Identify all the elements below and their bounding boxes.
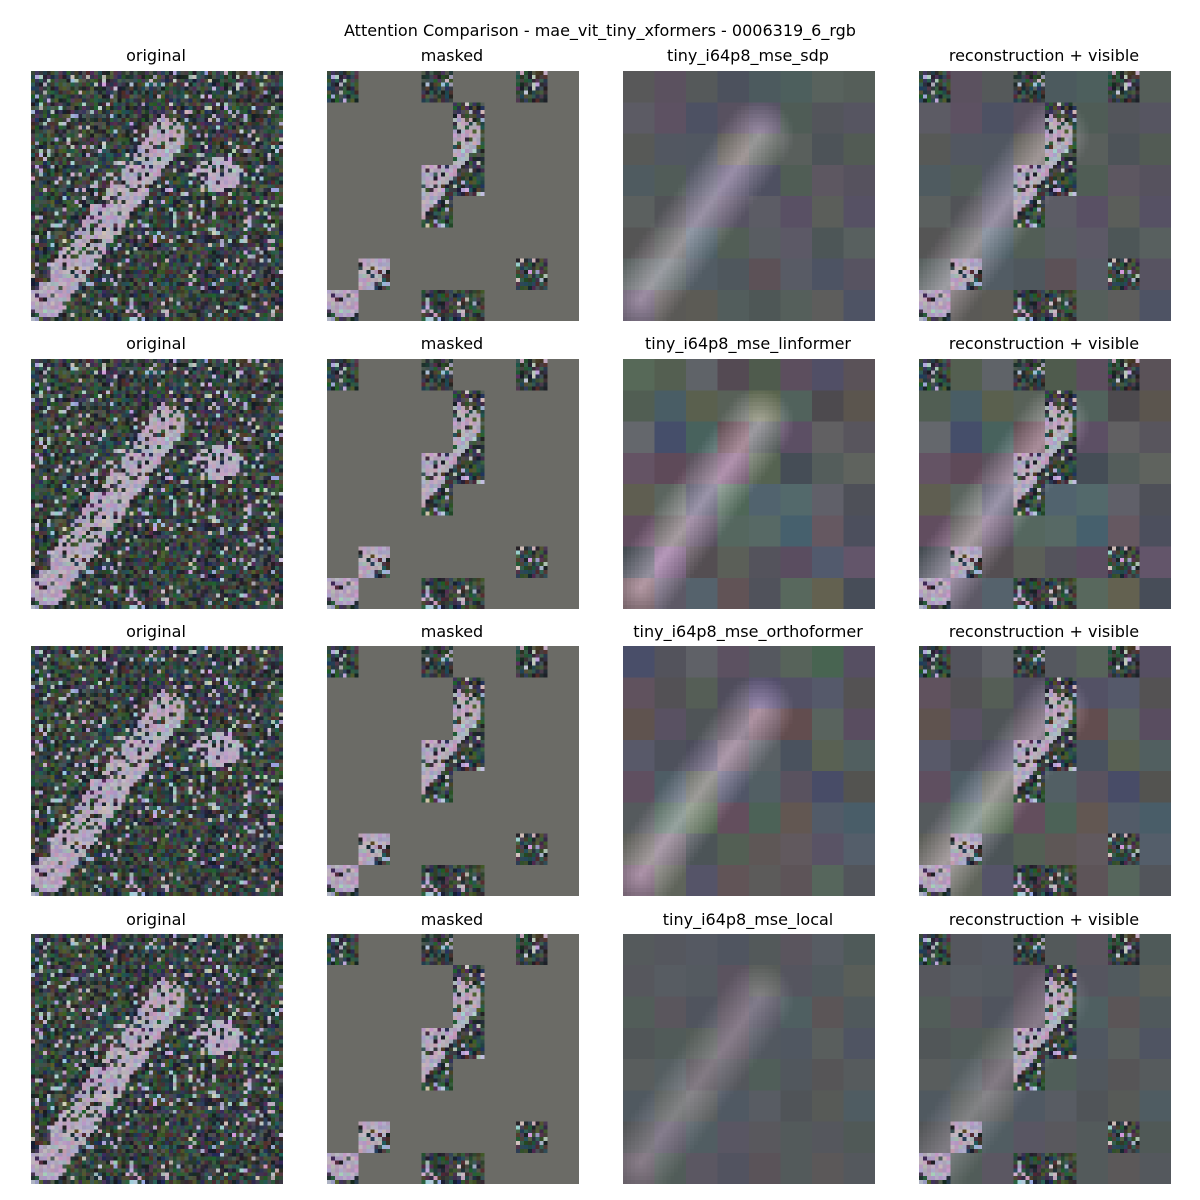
reconstruction-image-row3: [623, 646, 875, 896]
reconstruction-image-row4: [623, 934, 875, 1184]
masked-image-row3: [327, 646, 579, 896]
original-image-row1: [31, 71, 283, 321]
figure-title: Attention Comparison - mae_vit_tiny_xfor…: [344, 21, 856, 40]
panel-title-masked-row4: masked: [420, 910, 484, 929]
panel-title-original-row4: original: [126, 910, 186, 929]
panel-title-reconstruction-row3: tiny_i64p8_mse_orthoformer: [633, 622, 863, 641]
original-image-row3: [31, 646, 283, 896]
panel-title-reconstruction-row4: tiny_i64p8_mse_local: [662, 910, 834, 929]
reconstruction-image-row1: [623, 71, 875, 321]
panel-title-composite-row4: reconstruction + visible: [948, 910, 1140, 929]
masked-image-row1: [327, 71, 579, 321]
composite-image-row2: [919, 359, 1171, 609]
panel-title-masked-row3: masked: [420, 622, 484, 641]
composite-image-row4: [919, 934, 1171, 1184]
composite-image-row3: [919, 646, 1171, 896]
original-image-row4: [31, 934, 283, 1184]
reconstruction-image-row2: [623, 359, 875, 609]
panel-title-composite-row3: reconstruction + visible: [948, 622, 1140, 641]
panel-title-masked-row2: masked: [420, 334, 484, 353]
panel-title-composite-row1: reconstruction + visible: [948, 46, 1140, 65]
panel-title-original-row1: original: [126, 46, 186, 65]
original-image-row2: [31, 359, 283, 609]
panel-title-reconstruction-row2: tiny_i64p8_mse_linformer: [645, 334, 851, 353]
panel-title-masked-row1: masked: [420, 46, 484, 65]
composite-image-row1: [919, 71, 1171, 321]
panel-title-original-row3: original: [126, 622, 186, 641]
masked-image-row2: [327, 359, 579, 609]
masked-image-row4: [327, 934, 579, 1184]
panel-title-composite-row2: reconstruction + visible: [948, 334, 1140, 353]
panel-title-original-row2: original: [126, 334, 186, 353]
panel-title-reconstruction-row1: tiny_i64p8_mse_sdp: [667, 46, 829, 65]
